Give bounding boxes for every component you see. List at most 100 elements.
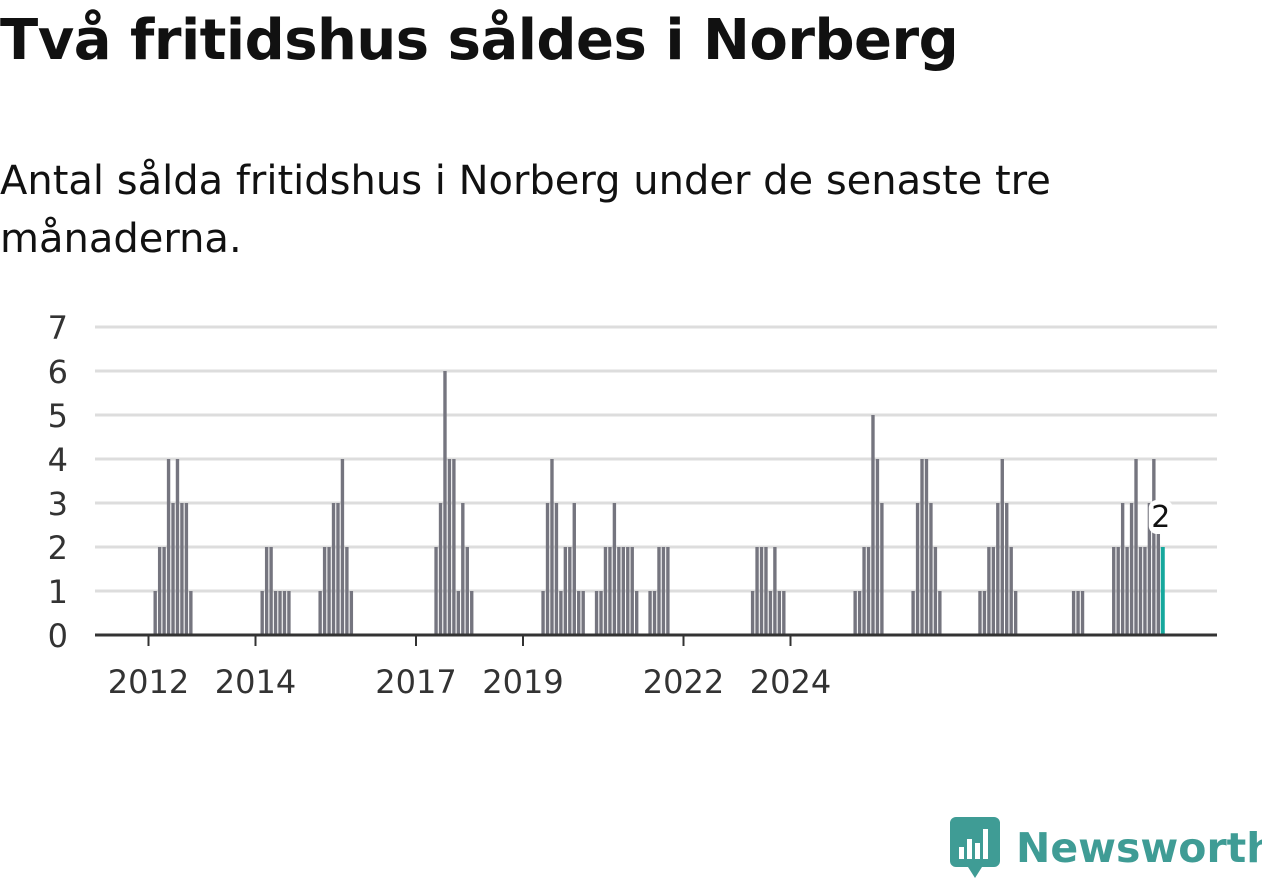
- y-tick-label: 0: [48, 617, 68, 655]
- bar: [630, 547, 634, 635]
- bar: [269, 547, 273, 635]
- y-tick-label: 6: [48, 353, 68, 391]
- bar: [157, 547, 162, 635]
- x-tick-label: 2014: [215, 663, 296, 701]
- newsworthy-icon: [950, 817, 1000, 878]
- bar: [153, 591, 157, 635]
- bar: [594, 591, 599, 635]
- annotations: 2: [1148, 500, 1173, 535]
- x-tick-label: 2024: [750, 663, 831, 701]
- bar: [1116, 547, 1120, 635]
- bar: [278, 591, 282, 635]
- x-tick-label: 2012: [108, 663, 189, 701]
- bar: [768, 591, 773, 635]
- bar: [260, 591, 264, 635]
- bar: [1009, 547, 1013, 635]
- bar: [920, 459, 924, 635]
- bar: [470, 591, 474, 635]
- bar: [331, 503, 336, 635]
- x-tick-label: 2017: [375, 663, 456, 701]
- bar: [322, 547, 327, 635]
- bar: [461, 503, 465, 635]
- bar: [929, 503, 933, 635]
- bar: [991, 547, 996, 635]
- bar: [996, 503, 1000, 635]
- y-axis-labels: 0 1 2 3 4 5 6 7: [48, 309, 68, 655]
- bar: [175, 459, 180, 635]
- bar: [162, 547, 166, 635]
- bar: [608, 547, 612, 635]
- bar: [880, 503, 884, 635]
- bar: [612, 503, 617, 635]
- bar: [1071, 591, 1076, 635]
- bar: [1152, 459, 1156, 635]
- bar: [1005, 503, 1009, 635]
- bar: [621, 547, 626, 635]
- bar: [541, 591, 545, 635]
- bar: [777, 591, 782, 635]
- bar: [617, 547, 621, 635]
- bar: [572, 503, 576, 635]
- bar: [871, 415, 875, 635]
- bar: [626, 547, 630, 635]
- bar: [915, 503, 920, 635]
- bar: [853, 591, 857, 635]
- y-tick-label: 1: [48, 573, 68, 611]
- bar: [550, 459, 554, 635]
- bar: [434, 547, 438, 635]
- bar: [1138, 547, 1143, 635]
- bar: [438, 503, 443, 635]
- bar: [938, 591, 942, 635]
- bar: [171, 503, 175, 635]
- bar: [1143, 547, 1147, 635]
- bar: [318, 591, 322, 635]
- bar: [180, 503, 184, 635]
- annotation-bg: [1148, 500, 1173, 534]
- bar: [554, 503, 559, 635]
- bar: [875, 459, 880, 635]
- bar: [345, 547, 349, 635]
- bar: [545, 503, 550, 635]
- bar: [773, 547, 777, 635]
- bar: [666, 547, 670, 635]
- bar: [755, 547, 759, 635]
- bar-chart: 0 1 2 3 4 5 6 7 2012 2014 2017 2019 2022 2024 2: [48, 309, 1217, 701]
- bar: [759, 547, 764, 635]
- bar: [924, 459, 929, 635]
- bar: [184, 503, 189, 635]
- bar: [336, 503, 340, 635]
- bar: [456, 591, 461, 635]
- y-tick-label: 2: [48, 529, 68, 567]
- bar: [340, 459, 345, 635]
- bar: [648, 591, 652, 635]
- bar: [1080, 591, 1085, 635]
- bar: [563, 547, 568, 635]
- bar: [1129, 503, 1134, 635]
- bar: [911, 591, 915, 635]
- bar: [166, 459, 171, 635]
- bar: [782, 591, 786, 635]
- bar: [661, 547, 666, 635]
- gridlines: [95, 325, 1217, 593]
- bar: [1134, 459, 1138, 635]
- bar: [1156, 503, 1161, 635]
- bar: [1076, 591, 1080, 635]
- bar: [273, 591, 278, 635]
- y-tick-label: 3: [48, 485, 68, 523]
- bar: [657, 547, 661, 635]
- bar: [577, 591, 581, 635]
- bar: [349, 591, 354, 635]
- bar: [764, 547, 768, 635]
- bar: [599, 591, 603, 635]
- bar: [452, 459, 456, 635]
- bar: [1013, 591, 1018, 635]
- bar: [1112, 547, 1116, 635]
- bar: [287, 591, 291, 635]
- bar: [1125, 547, 1129, 635]
- bar: [982, 591, 987, 635]
- bar: [652, 591, 657, 635]
- bar: [568, 547, 572, 635]
- bar: [559, 591, 563, 635]
- bar: [862, 547, 866, 635]
- bar: [933, 547, 938, 635]
